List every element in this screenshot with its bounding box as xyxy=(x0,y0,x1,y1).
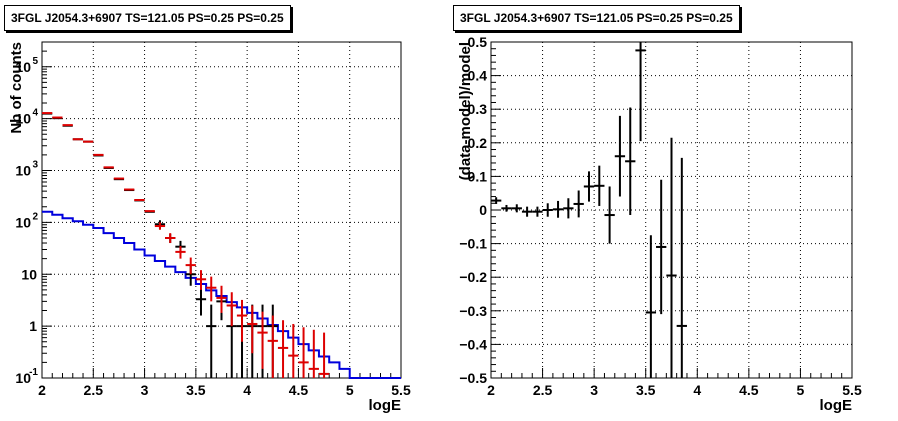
y-tick-label: −0.4 xyxy=(459,336,487,352)
residual-point xyxy=(511,204,522,213)
y-tick-label: 10 xyxy=(15,163,31,179)
model-point xyxy=(226,292,237,327)
x-axis-label: logE xyxy=(369,397,402,414)
residual-point xyxy=(501,204,512,212)
model-point xyxy=(308,329,319,378)
x-tick-label: 5.5 xyxy=(391,382,411,398)
residual-point xyxy=(521,206,533,217)
residual-point xyxy=(604,186,615,244)
x-tick-label: 3.5 xyxy=(636,382,656,398)
residual-point xyxy=(666,137,677,378)
residual-point xyxy=(563,198,574,219)
residual-point xyxy=(573,190,584,218)
residual-point xyxy=(676,157,687,378)
model-point xyxy=(257,311,268,369)
x-tick-label: 3 xyxy=(141,382,149,398)
y-tick-exponent: 2 xyxy=(32,211,38,222)
residual-chart: 2 2.5 3 3.5 4 4.5 5 5.5 −0.5 −0.4 −0.3 −0.2 −0.1 0 0.1… xyxy=(457,34,862,414)
residual-point xyxy=(625,107,636,216)
x-tick-label: 4.5 xyxy=(739,382,759,398)
residual-point xyxy=(656,179,667,315)
y-axis-label: Nb of counts xyxy=(8,42,25,134)
x-tick-label: 5.5 xyxy=(842,382,862,398)
y-tick-label: 10 xyxy=(15,111,31,127)
data-point xyxy=(195,288,207,316)
y-tick-label: 10 xyxy=(21,266,37,282)
residual-point xyxy=(491,197,502,204)
x-tick-label: 2 xyxy=(487,382,495,398)
model-point xyxy=(318,332,330,378)
model-point xyxy=(298,327,309,378)
model-point xyxy=(165,233,176,244)
model-point xyxy=(154,222,166,230)
y-tick-label: 10 xyxy=(15,214,31,230)
x-tick-label: 2.5 xyxy=(84,382,104,398)
left-chart-title: 3FGL J2054.3+6907 TS=121.05 PS=0.25 PS=0… xyxy=(4,5,291,31)
residual-point xyxy=(532,206,543,217)
y-tick-label: 0.3 xyxy=(468,101,488,117)
model-point xyxy=(236,299,248,342)
y-tick-label: 0.4 xyxy=(468,68,488,84)
x-tick-label: 5 xyxy=(346,382,354,398)
plot-area xyxy=(42,112,401,379)
x-tick-label: 5 xyxy=(797,382,805,398)
x-tick-label: 4.5 xyxy=(289,382,309,398)
x-tick-label: 4 xyxy=(243,382,251,398)
x-axis-label: logE xyxy=(820,397,853,414)
y-tick-exponent: -1 xyxy=(29,367,38,378)
x-tick-label: 3.5 xyxy=(186,382,206,398)
model-point xyxy=(175,246,186,259)
y-tick-label: −0.2 xyxy=(459,269,487,285)
y-tick-label: 1 xyxy=(29,318,37,334)
residual-point xyxy=(583,171,595,202)
model-point xyxy=(195,270,207,290)
right-chart-title: 3FGL J2054.3+6907 TS=121.05 PS=0.25 PS=0… xyxy=(453,5,740,31)
model-point xyxy=(247,305,258,354)
y-tick-label: 0.5 xyxy=(468,34,488,50)
y-tick-label: 0 xyxy=(479,202,487,218)
y-tick-label: −0.1 xyxy=(459,236,487,252)
model-point xyxy=(277,320,289,378)
y-tick-label: 0.2 xyxy=(468,135,488,151)
y-tick-label: −0.5 xyxy=(459,370,487,386)
residual-point xyxy=(552,200,564,218)
model-point xyxy=(206,276,217,302)
plot-frame xyxy=(41,41,402,379)
model-point xyxy=(288,323,299,378)
residual-point xyxy=(542,203,553,217)
residual-point xyxy=(645,235,657,378)
model-point xyxy=(185,257,196,275)
model-point xyxy=(216,285,227,313)
y-axis-label: (data-model)/model xyxy=(457,42,474,180)
x-tick-label: 4 xyxy=(693,382,701,398)
residual-point xyxy=(614,115,626,197)
residual-point xyxy=(635,42,646,142)
y-tick-label: 10 xyxy=(15,370,31,386)
model-point xyxy=(267,315,278,378)
y-tick-exponent: 4 xyxy=(32,108,38,119)
y-tick-exponent: 3 xyxy=(32,160,38,171)
data-point xyxy=(206,304,217,378)
y-tick-exponent: 5 xyxy=(32,56,38,67)
y-tick-label: 0.1 xyxy=(468,168,488,184)
y-tick-label: −0.3 xyxy=(459,303,487,319)
x-tick-label: 2 xyxy=(38,382,46,398)
residual-point xyxy=(594,165,605,206)
y-tick-label: 10 xyxy=(15,59,31,75)
x-tick-label: 2.5 xyxy=(533,382,553,398)
x-tick-label: 3 xyxy=(590,382,598,398)
